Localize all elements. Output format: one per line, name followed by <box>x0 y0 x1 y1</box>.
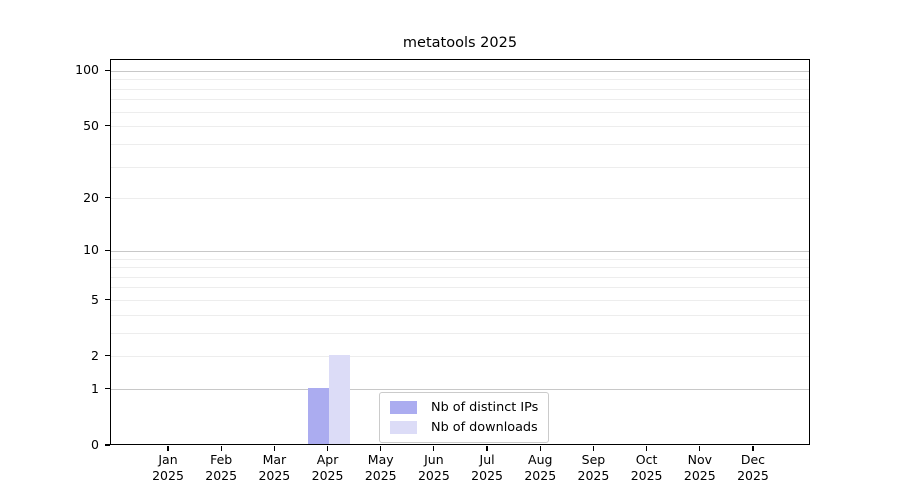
legend-item-downloads: Nb of downloads <box>390 420 538 435</box>
x-tick-label-year: 2025 <box>311 467 344 483</box>
minor-gridline <box>111 111 809 113</box>
x-tick-mark <box>592 446 595 451</box>
x-tick-label-month: Aug <box>528 452 553 467</box>
minor-gridline <box>111 300 809 301</box>
x-tick-mark <box>433 446 435 451</box>
y-tick-label: 100 <box>75 62 99 78</box>
x-tick-label: Sep 2025 <box>561 452 625 483</box>
bar-distinct-ips <box>307 387 329 444</box>
x-tick-label-month: Mar <box>262 452 287 467</box>
y-tick-mark <box>105 298 110 301</box>
x-tick-label: Jan 2025 <box>136 452 200 483</box>
y-tick-mark <box>105 249 110 251</box>
x-tick-label-month: Feb <box>210 452 233 467</box>
y-tick-label: 2 <box>91 347 99 363</box>
x-tick-label-year: 2025 <box>524 467 557 483</box>
x-tick-label: Mar 2025 <box>242 452 306 483</box>
minor-gridline <box>111 198 809 200</box>
x-tick-label: Nov 2025 <box>668 452 732 483</box>
x-tick-label-year: 2025 <box>258 467 291 483</box>
x-tick-label-year: 2025 <box>471 467 503 483</box>
major-gridline <box>111 250 809 252</box>
y-tick-label: 50 <box>83 117 99 133</box>
major-gridline <box>111 389 809 391</box>
x-tick-label: Dec 2025 <box>721 452 785 483</box>
x-tick-label-month: Jan <box>158 452 178 467</box>
x-tick-label-month: May <box>367 452 394 467</box>
x-tick-label-month: Nov <box>687 452 712 467</box>
minor-gridline <box>111 99 809 101</box>
minor-gridline <box>111 332 809 334</box>
x-tick-label-year: 2025 <box>417 467 450 483</box>
x-tick-mark <box>539 446 541 451</box>
x-tick-label-month: Apr <box>316 452 339 467</box>
legend-label-downloads: Nb of downloads <box>431 420 538 435</box>
minor-gridline <box>111 258 809 260</box>
minor-gridline <box>111 356 809 358</box>
minor-gridline <box>111 166 809 168</box>
minor-gridline <box>111 314 809 316</box>
y-tick-label: 20 <box>83 189 99 205</box>
y-tick-mark <box>105 444 110 446</box>
minor-gridline <box>111 143 809 145</box>
y-tick-mark <box>105 388 110 390</box>
minor-gridline <box>111 126 809 128</box>
minor-gridline <box>111 79 809 81</box>
y-tick-mark <box>105 197 110 199</box>
legend: Nb of distinct IPs Nb of downloads <box>379 392 550 443</box>
x-tick-label-month: Dec <box>740 452 766 467</box>
x-tick-label-year: 2025 <box>364 467 397 483</box>
x-tick-mark <box>167 446 169 451</box>
minor-gridline <box>111 88 809 90</box>
x-tick-mark <box>220 446 222 451</box>
y-tick-label: 5 <box>91 291 99 307</box>
x-tick-mark <box>273 446 275 451</box>
x-tick-mark <box>752 446 754 451</box>
x-tick-label-month: Jul <box>479 452 495 467</box>
minor-gridline <box>111 287 809 289</box>
x-tick-label-year: 2025 <box>577 467 610 483</box>
chart-title: metatools 2025 <box>402 35 518 51</box>
x-tick-label: Oct 2025 <box>615 452 679 483</box>
major-gridline <box>111 70 809 72</box>
bar-downloads <box>328 354 350 444</box>
x-tick-label: Jul 2025 <box>455 452 519 483</box>
y-tick-label: 10 <box>83 242 99 258</box>
x-tick-label-year: 2025 <box>152 467 184 483</box>
y-tick-mark <box>105 69 110 71</box>
x-tick-mark <box>486 446 488 451</box>
x-tick-label: Apr 2025 <box>296 452 360 483</box>
x-tick-mark <box>380 446 382 451</box>
plot-area <box>110 59 810 445</box>
x-tick-label-year: 2025 <box>630 467 663 483</box>
y-tick-mark <box>105 125 110 127</box>
x-tick-label-year: 2025 <box>683 467 716 483</box>
x-tick-mark <box>699 446 701 451</box>
legend-swatch-distinct-ips <box>390 401 417 414</box>
x-tick-mark <box>646 446 648 451</box>
y-tick-label: 1 <box>91 380 99 396</box>
x-tick-label-month: Oct <box>635 452 658 467</box>
x-tick-label: Aug 2025 <box>508 452 572 483</box>
x-tick-label-month: Sep <box>581 452 606 467</box>
x-tick-label-year: 2025 <box>205 467 238 483</box>
x-tick-mark <box>326 446 329 451</box>
x-tick-label-year: 2025 <box>737 467 769 483</box>
x-tick-label-month: Jun <box>424 452 444 467</box>
y-tick-mark <box>105 355 110 357</box>
x-tick-label: Jun 2025 <box>402 452 466 483</box>
x-tick-label: Feb 2025 <box>189 452 253 483</box>
legend-label-distinct-ips: Nb of distinct IPs <box>431 400 539 415</box>
minor-gridline <box>111 267 809 269</box>
y-tick-label: 0 <box>91 437 99 452</box>
legend-item-distinct-ips: Nb of distinct IPs <box>390 400 538 415</box>
x-tick-label: May 2025 <box>349 452 413 483</box>
legend-swatch-downloads <box>390 421 417 434</box>
minor-gridline <box>111 276 809 278</box>
